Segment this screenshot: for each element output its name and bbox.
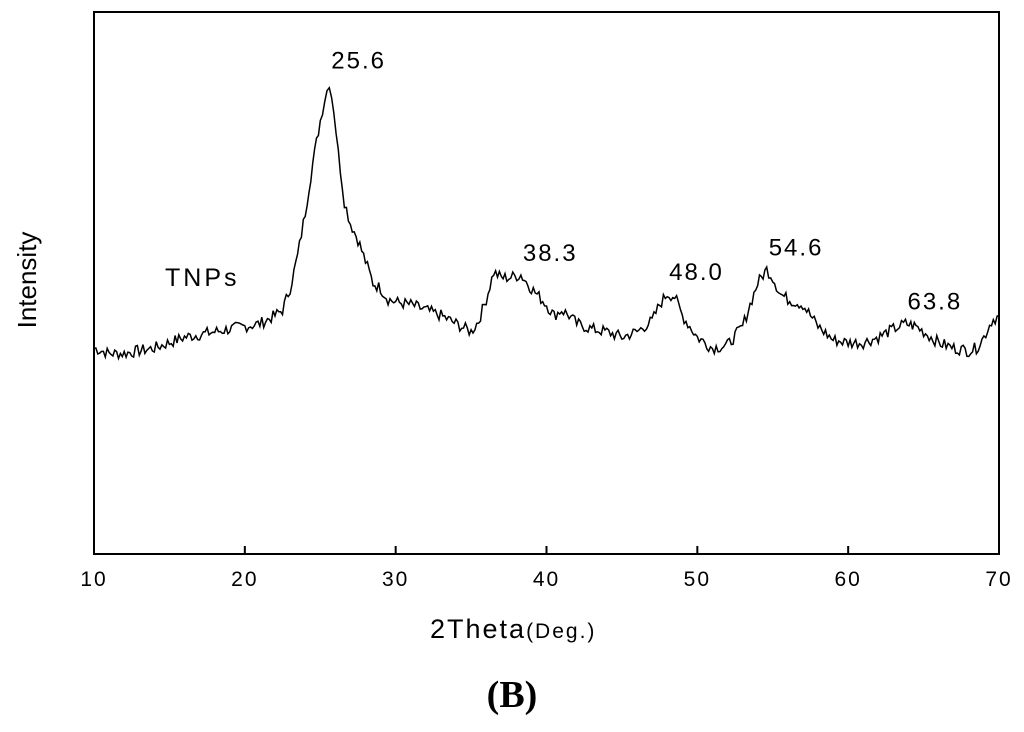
x-tick-label: 20 [231, 568, 258, 591]
x-tick-label: 50 [684, 568, 711, 591]
x-tick-label: 60 [834, 568, 861, 591]
x-axis-ticks [93, 546, 1000, 554]
panel-label: (B) [487, 674, 538, 716]
peak-label: 25.6 [331, 47, 386, 74]
x-tick-label: 30 [382, 568, 409, 591]
peak-label: 38.3 [523, 240, 578, 267]
series-label: TNPs [165, 264, 240, 292]
peak-label: 63.8 [907, 289, 962, 316]
peak-labels: 25.6 38.3 48.0 54.6 63.8 [331, 47, 962, 316]
x-axis-title-main: 2Theta [430, 614, 526, 644]
peak-label: 54.6 [769, 234, 824, 261]
x-axis-tick-labels: 10 20 30 40 50 60 70 [80, 568, 1012, 591]
x-tick-label: 40 [533, 568, 560, 591]
series-line-tnps [93, 85, 1000, 361]
x-tick-label: 10 [80, 568, 107, 591]
x-tick-label: 70 [985, 568, 1012, 591]
x-axis-title-unit: (Deg.) [526, 620, 596, 643]
y-axis-title: Intensity [12, 232, 42, 329]
peak-label: 48.0 [669, 259, 724, 286]
x-axis-title: 2Theta(Deg.) [430, 614, 596, 644]
